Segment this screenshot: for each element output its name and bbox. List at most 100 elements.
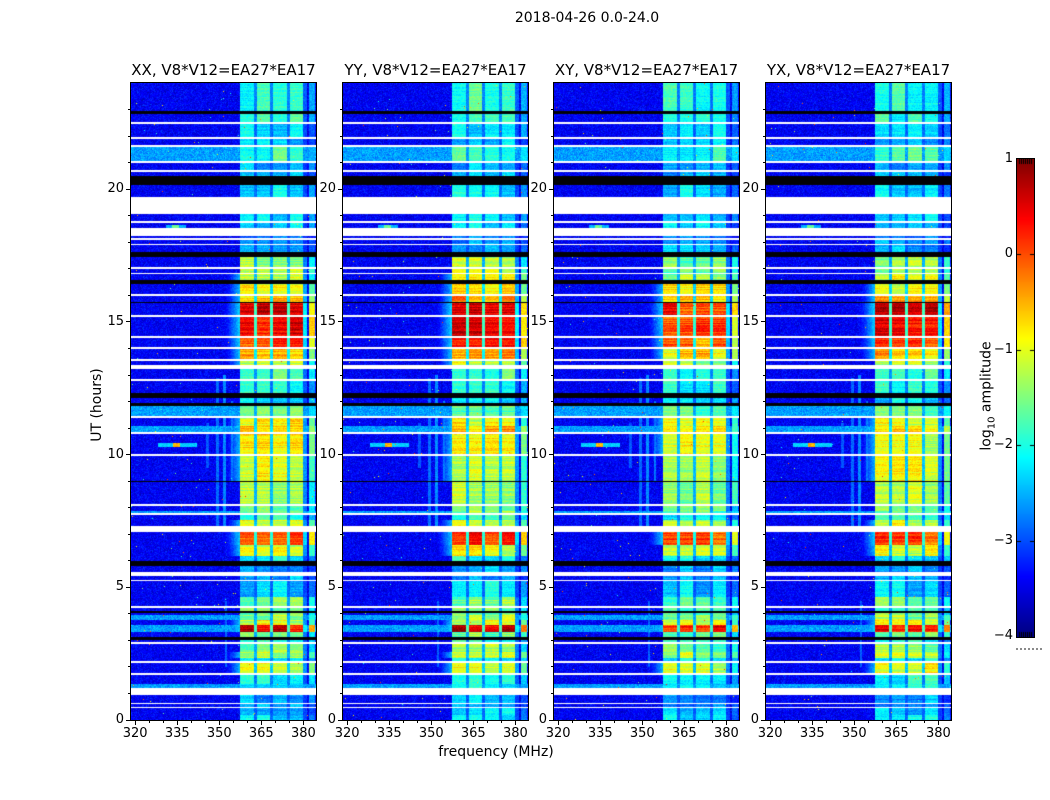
- y-minor-tick: [551, 109, 553, 110]
- y-minor-tick: [128, 427, 130, 429]
- y-minor-tick: [340, 666, 342, 668]
- x-minor-tick: [500, 721, 502, 723]
- x-minor-tick: [585, 721, 587, 723]
- y-tick-label: 0: [538, 712, 547, 727]
- x-minor-tick: [881, 721, 883, 723]
- x-minor-tick: [697, 721, 699, 723]
- y-minor-tick: [128, 215, 130, 217]
- colorbar-tick-label: 0: [1004, 246, 1013, 262]
- y-tick-label: 20: [742, 181, 759, 197]
- y-minor-tick: [551, 507, 553, 509]
- x-tick-label: 380: [290, 726, 316, 741]
- y-tick: [126, 719, 130, 721]
- y-minor-tick: [763, 109, 765, 110]
- x-minor-tick: [444, 721, 446, 723]
- y-minor-tick: [551, 666, 553, 668]
- y-tick-label: 10: [742, 446, 759, 462]
- spectrogram-canvas-xx: [131, 83, 316, 720]
- y-minor-tick: [763, 480, 765, 482]
- x-tick-label: 335: [376, 726, 402, 741]
- y-tick: [761, 188, 765, 190]
- x-tick: [853, 721, 855, 725]
- y-minor-tick: [551, 613, 553, 615]
- y-tick-label: 15: [530, 313, 547, 329]
- y-tick-label: 5: [750, 579, 759, 595]
- y-minor-tick: [551, 374, 553, 376]
- colorbar-extend-dot: [1016, 648, 1018, 650]
- x-axis-label: frequency (MHz): [438, 744, 554, 760]
- y-minor-tick: [128, 374, 130, 376]
- panel-title-xy: XY, V8*V12=EA27*EA17: [554, 61, 739, 79]
- y-tick: [549, 719, 553, 721]
- y-minor-tick: [128, 294, 130, 296]
- y-minor-tick: [340, 215, 342, 217]
- x-tick: [472, 721, 474, 725]
- x-minor-tick: [374, 721, 376, 723]
- x-tick-label: 350: [841, 726, 867, 741]
- y-tick: [126, 454, 130, 456]
- y-tick: [338, 321, 342, 323]
- y-minor-tick: [128, 480, 130, 482]
- x-minor-tick: [402, 721, 404, 723]
- x-tick: [683, 721, 685, 725]
- colorbar-tick-label: 1: [1004, 151, 1013, 166]
- y-minor-tick: [763, 427, 765, 429]
- y-minor-tick: [340, 294, 342, 296]
- x-tick: [811, 721, 813, 725]
- x-tick: [346, 721, 348, 725]
- y-minor-tick: [340, 533, 342, 535]
- x-tick-label: 350: [418, 726, 444, 741]
- colorbar-extend-dot: [1020, 648, 1022, 650]
- y-minor-tick: [128, 560, 130, 562]
- spectrogram-canvas-yx: [766, 83, 951, 720]
- x-minor-tick: [797, 721, 799, 723]
- y-minor-tick: [763, 666, 765, 668]
- y-minor-tick: [763, 533, 765, 535]
- y-minor-tick: [763, 507, 765, 509]
- y-minor-tick: [763, 639, 765, 641]
- y-minor-tick: [763, 401, 765, 402]
- y-minor-tick: [551, 693, 553, 694]
- y-minor-tick: [551, 162, 553, 164]
- x-tick: [599, 721, 601, 725]
- y-minor-tick: [340, 613, 342, 615]
- panel-title-yx: YX, V8*V12=EA27*EA17: [766, 61, 951, 79]
- y-minor-tick: [551, 639, 553, 641]
- y-minor-tick: [340, 507, 342, 509]
- x-tick-label: 320: [334, 726, 360, 741]
- y-minor-tick: [340, 560, 342, 562]
- y-tick: [761, 454, 765, 456]
- colorbar-extend-dot: [1032, 648, 1034, 650]
- x-minor-tick: [909, 721, 911, 723]
- y-tick-label: 5: [115, 579, 124, 595]
- y-tick: [761, 321, 765, 323]
- y-minor-tick: [128, 639, 130, 641]
- spectrogram-panel-xy: [553, 82, 740, 721]
- y-tick: [338, 454, 342, 456]
- x-tick: [302, 721, 304, 725]
- y-minor-tick: [128, 241, 130, 243]
- y-tick: [549, 586, 553, 588]
- y-tick-label: 15: [107, 313, 124, 329]
- y-minor-tick: [763, 135, 765, 137]
- y-tick-label: 0: [327, 712, 336, 727]
- x-tick: [895, 721, 897, 725]
- x-tick: [725, 721, 727, 725]
- y-tick-label: 20: [530, 181, 547, 197]
- y-tick: [126, 188, 130, 190]
- y-minor-tick: [340, 347, 342, 349]
- y-tick: [549, 321, 553, 323]
- x-minor-tick: [162, 721, 164, 723]
- x-tick-label: 365: [248, 726, 274, 741]
- x-tick: [388, 721, 390, 725]
- colorbar-extend-dot: [1024, 648, 1026, 650]
- y-minor-tick: [340, 480, 342, 482]
- y-tick-label: 15: [742, 313, 759, 329]
- y-tick-label: 10: [107, 446, 124, 462]
- spectrogram-canvas-xy: [554, 83, 739, 720]
- x-minor-tick: [867, 721, 869, 723]
- x-minor-tick: [458, 721, 460, 723]
- y-minor-tick: [128, 268, 130, 270]
- y-tick: [549, 188, 553, 190]
- x-tick-label: 380: [713, 726, 739, 741]
